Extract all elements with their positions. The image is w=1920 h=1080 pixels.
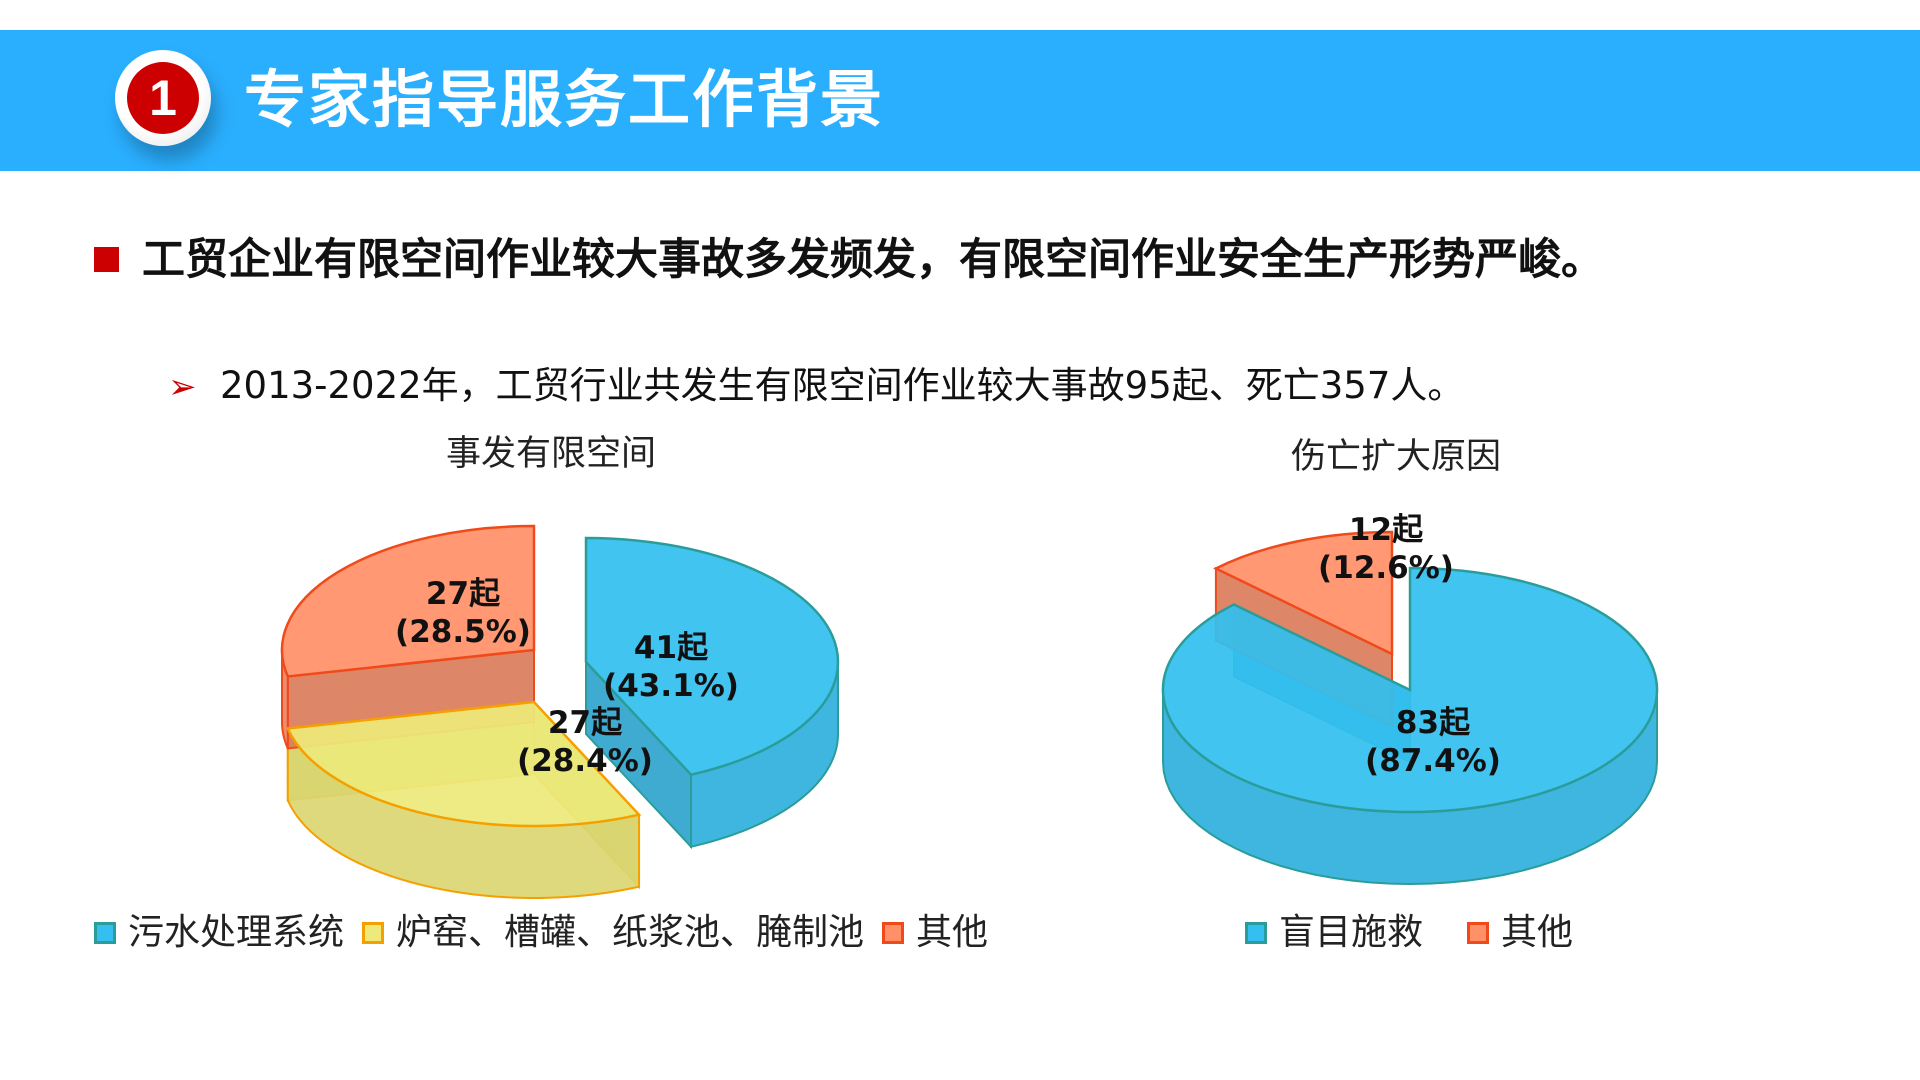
legend-label: 盲目施救 — [1279, 912, 1424, 953]
legend-label: 污水处理系统 — [128, 912, 345, 953]
arrow-bullet-icon: ➢ — [168, 367, 197, 407]
legend-item: 盲目施救 — [1245, 910, 1423, 956]
chart1-legend: 污水处理系统 炉窑、槽罐、纸浆池、腌制池 其他 — [94, 910, 1006, 956]
legend-swatch — [882, 922, 905, 944]
chart2-label-1: 12起 (12.6%) — [1318, 512, 1454, 586]
legend-item: 污水处理系统 — [94, 910, 344, 956]
headline: 工贸企业有限空间作业较大事故多发频发，有限空间作业安全生产形势严峻。 — [142, 235, 1604, 285]
chart2-legend: 盲目施救 其他 — [1245, 910, 1591, 956]
legend-swatch — [94, 922, 116, 944]
chart2-label-0: 83起 (87.4%) — [1365, 705, 1501, 779]
chart1-slice-2 — [280, 524, 536, 678]
legend-label: 炉窑、槽罐、纸浆池、腌制池 — [396, 912, 865, 953]
header-bar — [0, 30, 1920, 171]
chart2-slice-1 — [1213, 530, 1394, 656]
bullet-square-icon — [94, 247, 119, 272]
legend-item: 炉窑、槽罐、纸浆池、腌制池 — [362, 910, 864, 956]
chart1-title: 事发有限空间 — [445, 434, 657, 474]
legend-swatch — [362, 922, 385, 944]
legend-item: 其他 — [1467, 910, 1573, 956]
subline: 2013-2022年，工贸行业共发生有限空间作业较大事故95起、死亡357人。 — [220, 364, 1465, 407]
chart1-label-0: 41起 (43.1%) — [603, 630, 739, 704]
legend-swatch — [1467, 922, 1490, 944]
section-number-badge: 1 — [115, 50, 211, 146]
legend-label: 其他 — [1501, 912, 1574, 953]
chart2-title: 伤亡扩大原因 — [1290, 437, 1502, 477]
page-title: 专家指导服务工作背景 — [244, 63, 885, 136]
chart2-slice-0 — [1161, 566, 1659, 814]
legend-item: 其他 — [882, 910, 988, 956]
chart1-label-2: 27起 (28.5%) — [395, 576, 531, 650]
chart1-slice-1 — [285, 700, 642, 828]
chart1-label-1: 27起 (28.4%) — [517, 705, 653, 779]
chart1-slice-0 — [584, 536, 840, 777]
legend-swatch — [1245, 922, 1267, 944]
legend-label: 其他 — [916, 912, 989, 953]
badge-number: 1 — [127, 62, 199, 134]
